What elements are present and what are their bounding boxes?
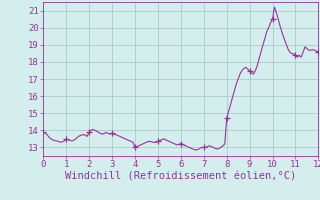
X-axis label: Windchill (Refroidissement éolien,°C): Windchill (Refroidissement éolien,°C): [65, 172, 296, 182]
